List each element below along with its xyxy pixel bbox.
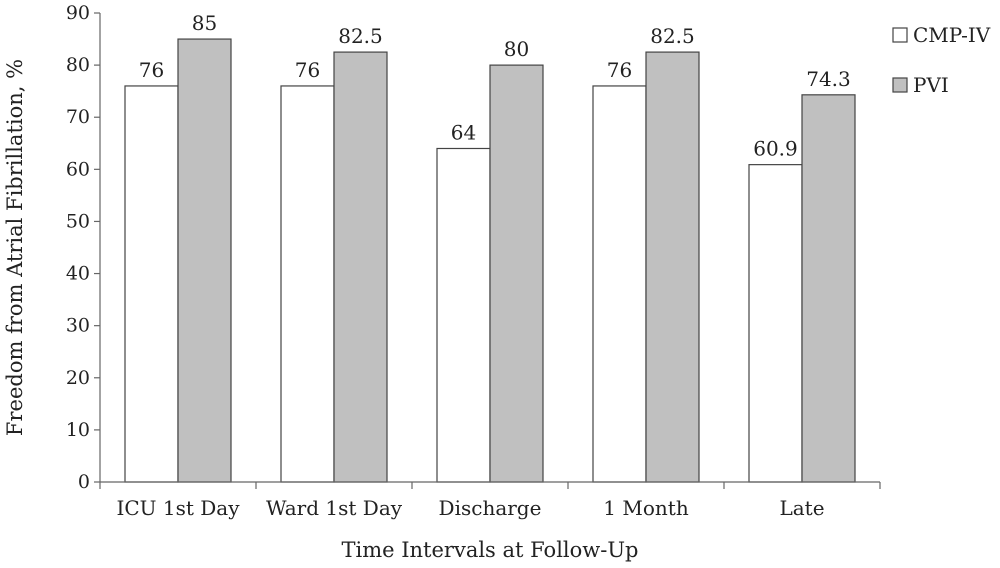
x-tick-label: Late — [779, 496, 824, 520]
bar-value-label: 60.9 — [753, 137, 798, 161]
y-tick-label: 20 — [66, 367, 90, 389]
y-tick-label: 40 — [66, 263, 90, 285]
y-axis-title: Freedom from Atrial Fibrillation, % — [3, 59, 27, 436]
bar-cmp-iv — [592, 85, 647, 483]
x-tick-label: 1 Month — [603, 496, 689, 520]
bar-value-label: 74.3 — [806, 67, 851, 91]
y-tick-label: 70 — [66, 106, 90, 128]
bar-value-label: 64 — [451, 120, 476, 144]
bar-pvi — [801, 94, 856, 483]
bar-value-label: 82.5 — [650, 24, 695, 48]
legend-swatch-pvi — [892, 77, 908, 93]
legend-swatch-cmp-iv — [892, 27, 908, 43]
bar-value-label: 76 — [607, 58, 632, 82]
bar-value-label: 82.5 — [338, 24, 383, 48]
y-tick-label: 0 — [78, 471, 90, 493]
bar-value-label: 76 — [295, 58, 320, 82]
bar-pvi — [489, 64, 544, 483]
bar-pvi — [177, 38, 232, 483]
x-tick-label: Ward 1st Day — [266, 496, 403, 520]
y-tick-label: 90 — [66, 2, 90, 24]
bar-pvi — [333, 51, 388, 483]
bar-cmp-iv — [124, 85, 179, 483]
legend: CMP-IV PVI — [892, 23, 991, 97]
value-labels-group: 76 76 64 76 60.9 85 82.5 80 82.5 74.3 — [139, 11, 851, 161]
bar-value-label: 80 — [504, 37, 529, 61]
y-tick-label: 60 — [66, 158, 90, 180]
bar-value-label: 85 — [192, 11, 217, 35]
x-tick-label: Discharge — [439, 496, 542, 520]
y-tick-label: 80 — [66, 54, 90, 76]
y-tick-label: 50 — [66, 210, 90, 232]
y-ticks-group: 0 10 20 30 40 50 60 70 80 90 — [66, 2, 100, 493]
bar-cmp-iv — [280, 85, 335, 483]
bars-group — [124, 38, 856, 483]
bar-cmp-iv — [436, 147, 491, 483]
x-ticks-group: ICU 1st Day Ward 1st Day Discharge 1 Month L… — [99, 482, 881, 520]
bar-value-label: 76 — [139, 58, 164, 82]
legend-label: PVI — [913, 73, 949, 97]
bar-cmp-iv — [748, 164, 803, 483]
x-tick-label: ICU 1st Day — [116, 496, 240, 520]
x-axis-title: Time Intervals at Follow-Up — [341, 538, 638, 562]
y-tick-label: 30 — [66, 315, 90, 337]
bar-pvi — [645, 51, 700, 483]
y-tick-label: 10 — [66, 419, 90, 441]
legend-label: CMP-IV — [913, 23, 991, 47]
